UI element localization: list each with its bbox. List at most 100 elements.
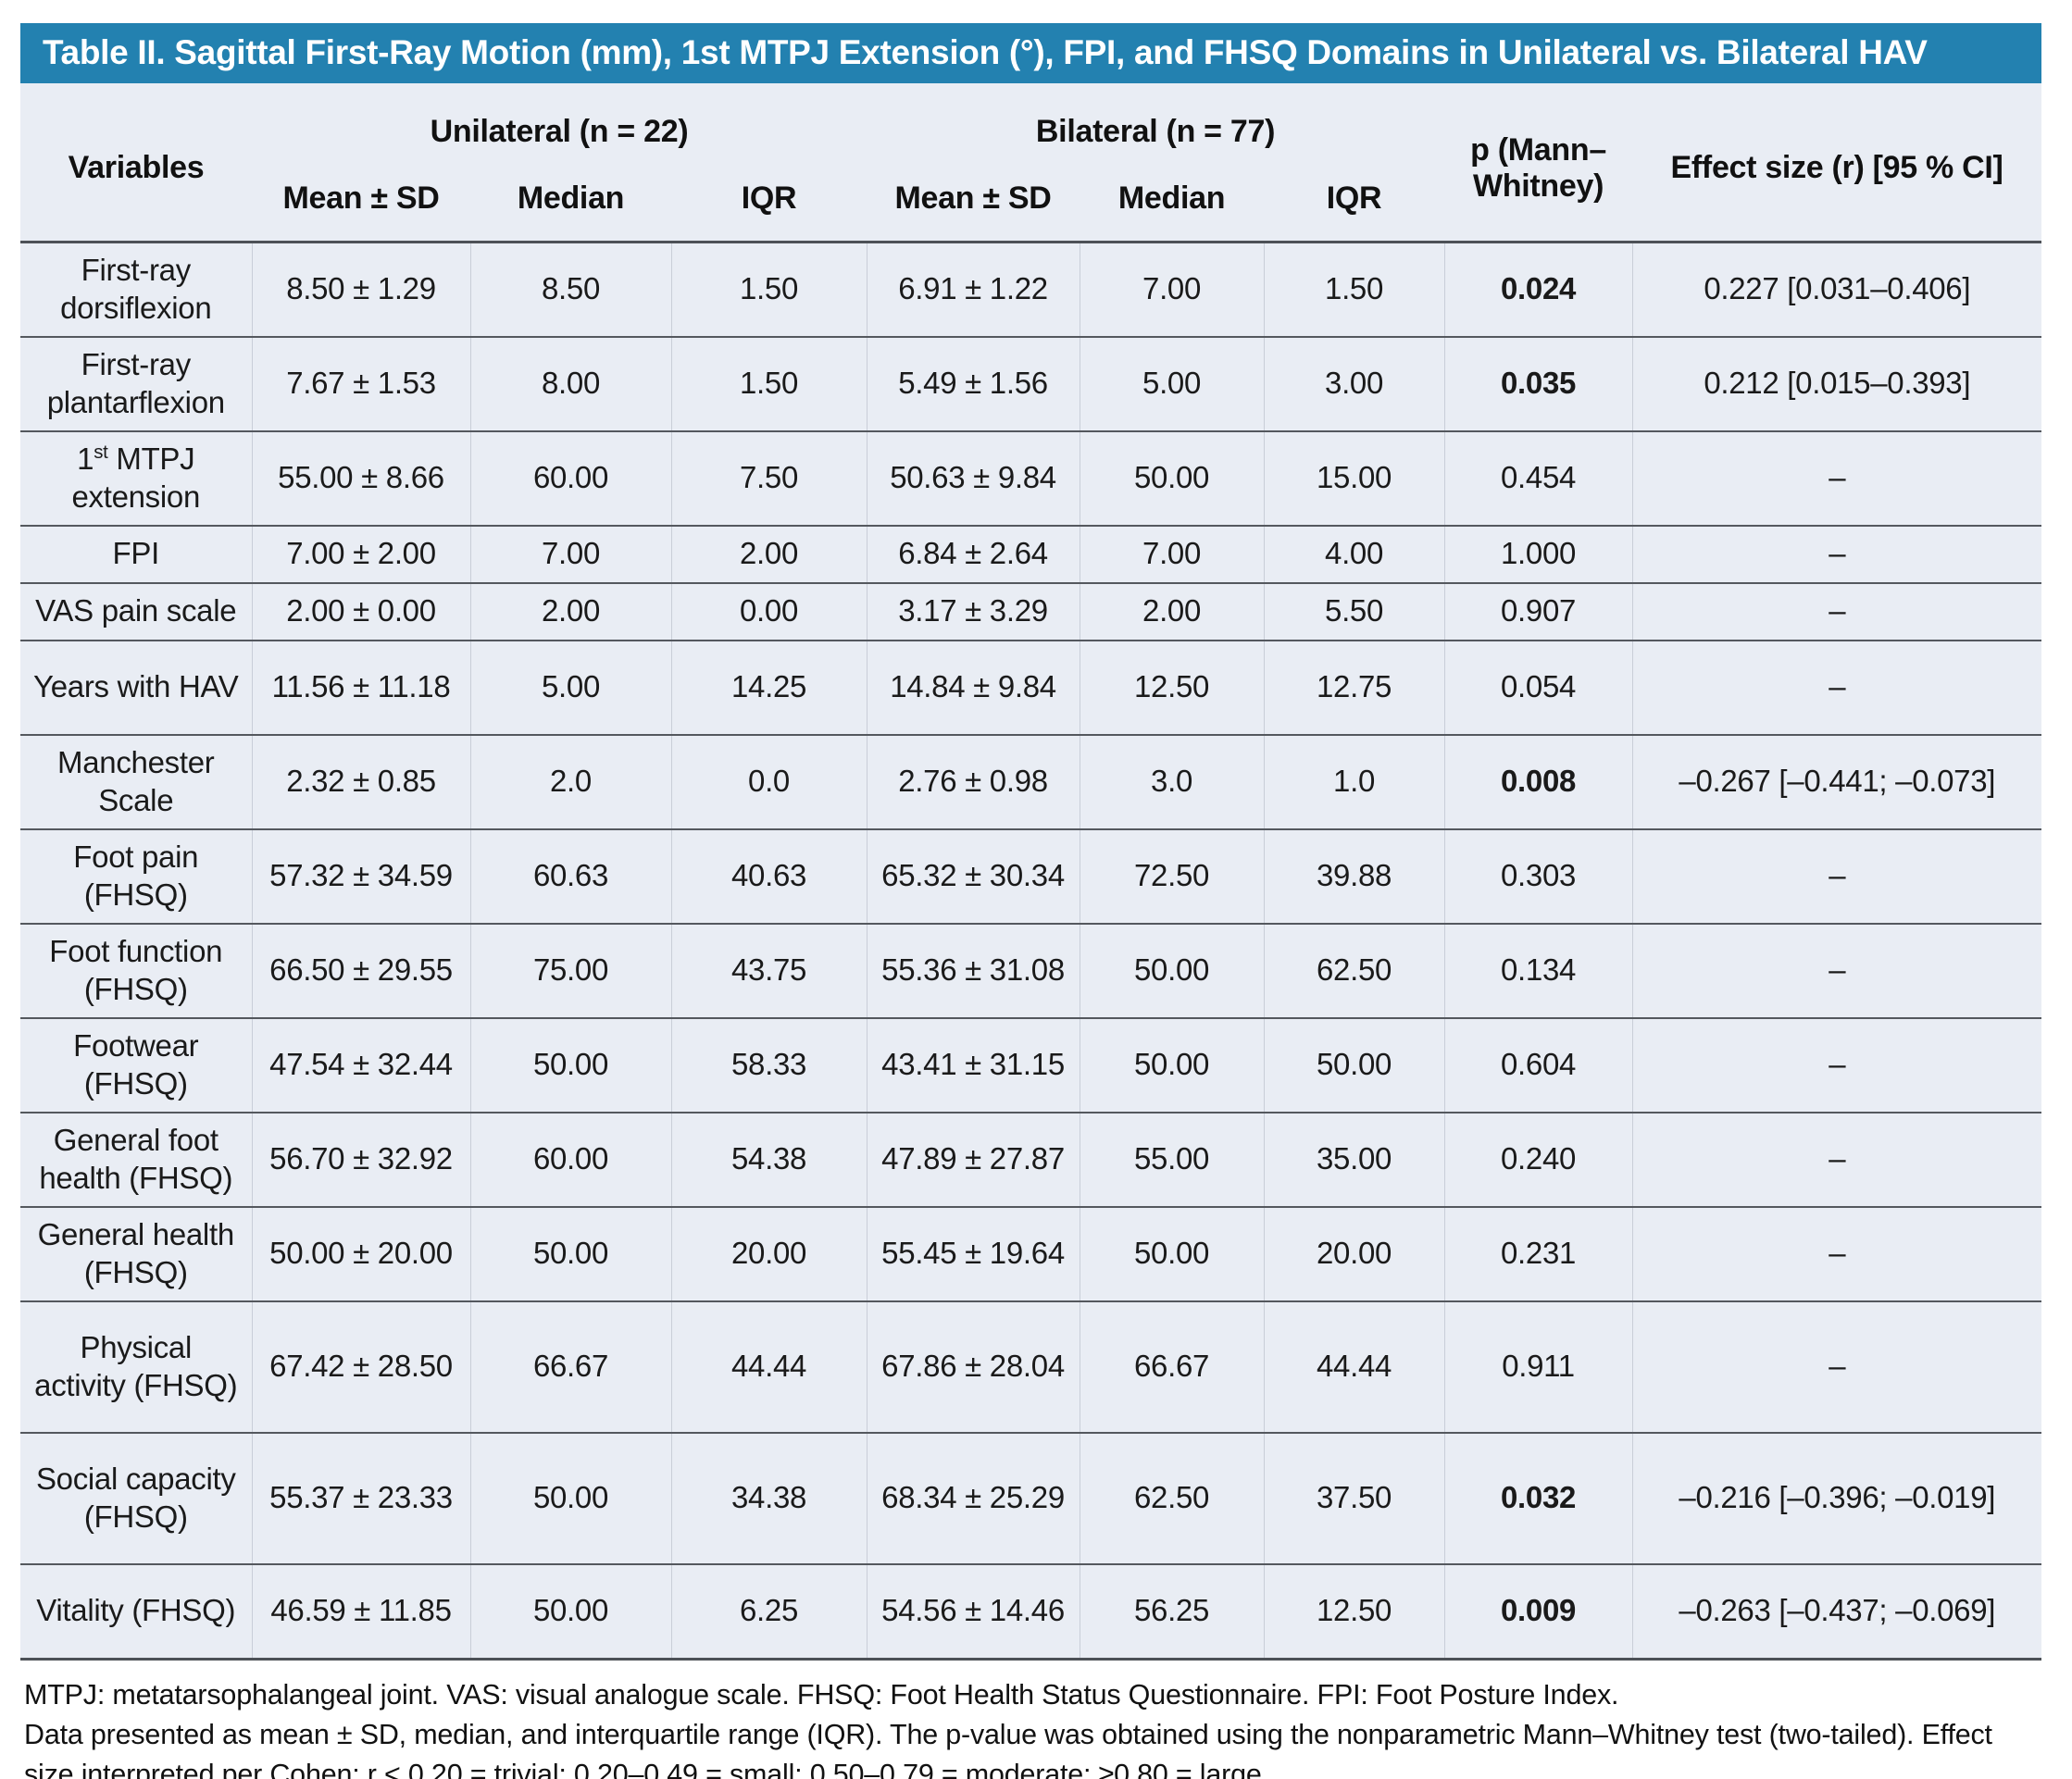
subheader-bil-iqr: IQR [1326,180,1382,217]
p-value-cell: 0.604 [1443,1016,1633,1113]
p-value-cell: 0.009 [1443,1562,1633,1660]
effect-size-cell: – [1631,1111,2042,1207]
subheader-uni-iqr: IQR [741,180,797,217]
uni-mean-sd-cell: 7.00 ± 2.00 [251,524,470,583]
bil-median-cell: 55.00 [1079,1111,1265,1207]
uni-iqr-cell: 40.63 [670,827,867,924]
uni-median-cell: 66.67 [469,1300,671,1433]
uni-iqr-cell: 20.00 [670,1205,867,1301]
uni-median-cell: 60.00 [469,429,671,526]
uni-mean-sd-cell: 8.50 ± 1.29 [251,242,470,337]
uni-iqr-cell: 54.38 [670,1111,867,1207]
p-value-cell: 1.000 [1443,524,1633,583]
effect-size-cell: – [1631,1300,2042,1433]
uni-iqr-cell: 6.25 [670,1562,867,1660]
bil-iqr-cell: 12.75 [1263,639,1445,735]
p-value-cell: 0.303 [1443,827,1633,924]
effect-size-cell: – [1631,827,2042,924]
bil-iqr-cell: 20.00 [1263,1205,1445,1301]
bil-median-cell: 7.00 [1079,242,1265,337]
variable-cell: FPI [20,524,252,583]
uni-iqr-cell: 1.50 [670,242,867,337]
p-value-cell: 0.231 [1443,1205,1633,1301]
subheader-uni-mean-sd: Mean ± SD [282,180,440,217]
uni-median-cell: 8.50 [469,242,671,337]
table-row: Physical activity (FHSQ) 67.42 ± 28.50 66.… [20,1300,2042,1433]
variable-cell: First-ray plantarflexion [20,335,252,431]
bil-iqr-cell: 12.50 [1263,1562,1445,1660]
uni-iqr-cell: 0.0 [670,733,867,829]
effect-size-cell: –0.267 [–0.441; –0.073] [1631,733,2042,829]
uni-iqr-cell: 44.44 [670,1300,867,1433]
bil-mean-sd-cell: 6.84 ± 2.64 [866,524,1080,583]
table-row: FPI 7.00 ± 2.00 7.00 2.00 6.84 ± 2.64 7.00 4.0… [20,524,2042,583]
bil-iqr-cell: 50.00 [1263,1016,1445,1113]
subheader-bil-median: Median [1117,180,1226,217]
effect-size-cell: –0.263 [–0.437; –0.069] [1631,1562,2042,1660]
uni-iqr-cell: 14.25 [670,639,867,735]
effect-size-cell: – [1631,639,2042,735]
uni-mean-sd-cell: 11.56 ± 11.18 [251,639,470,735]
bil-median-cell: 2.00 [1079,581,1265,641]
uni-iqr-cell: 7.50 [670,429,867,526]
p-value-cell: 0.134 [1443,922,1633,1018]
bil-iqr-cell: 3.00 [1263,335,1445,431]
header-effect-size: Effect size (r) [95 % CI] [1670,150,2003,186]
bil-iqr-cell: 1.0 [1263,733,1445,829]
uni-median-cell: 2.00 [469,581,671,641]
bil-iqr-cell: 4.00 [1263,524,1445,583]
variable-cell: First-ray dorsiflexion [60,252,212,325]
results-table: Variables Unilateral (n = 22) Bilateral … [20,82,2042,1661]
bil-mean-sd-cell: 3.17 ± 3.29 [866,581,1080,641]
p-value-cell: 0.911 [1443,1300,1633,1433]
uni-median-cell: 5.00 [469,639,671,735]
variable-cell: Manchester Scale [20,733,252,829]
bil-mean-sd-cell: 67.86 ± 28.04 [866,1300,1080,1433]
bil-iqr-cell: 44.44 [1263,1300,1445,1433]
table-row: Manchester Scale 2.32 ± 0.85 2.0 0.0 2.76 ± … [20,733,2042,829]
bil-median-cell: 3.0 [1079,733,1265,829]
variable-cell: Physical activity (FHSQ) [20,1300,252,1433]
bil-median-cell: 72.50 [1079,827,1265,924]
table-row: First-ray dorsiflexion 8.50 ± 1.29 8.50 1.5… [20,242,2042,337]
bil-iqr-cell: 39.88 [1263,827,1445,924]
p-value-cell: 0.054 [1443,639,1633,735]
variable-cell: Vitality (FHSQ) [20,1562,252,1660]
bil-mean-sd-cell: 47.89 ± 27.87 [866,1111,1080,1207]
bil-mean-sd-cell: 50.63 ± 9.84 [866,429,1080,526]
effect-size-cell: 0.212 [0.015–0.393] [1631,335,2042,431]
table-container: Table II. Sagittal First-Ray Motion (mm)… [20,23,2042,1779]
effect-size-cell: –0.216 [–0.396; –0.019] [1631,1431,2042,1564]
variable-cell: VAS pain scale [20,581,252,641]
table-row: Foot pain (FHSQ) 57.32 ± 34.59 60.63 40.63 6… [20,827,2042,924]
bil-mean-sd-cell: 54.56 ± 14.46 [866,1562,1080,1660]
effect-size-cell: – [1631,429,2042,526]
bil-mean-sd-cell: 55.45 ± 19.64 [866,1205,1080,1301]
table-header: Variables Unilateral (n = 22) Bilateral … [20,83,2042,243]
bil-mean-sd-cell: 55.36 ± 31.08 [866,922,1080,1018]
bil-median-cell: 50.00 [1079,922,1265,1018]
uni-mean-sd-cell: 56.70 ± 32.92 [251,1111,470,1207]
bil-iqr-cell: 5.50 [1263,581,1445,641]
effect-size-cell: – [1631,1205,2042,1301]
bil-mean-sd-cell: 14.84 ± 9.84 [866,639,1080,735]
uni-mean-sd-cell: 2.00 ± 0.00 [251,581,470,641]
bil-median-cell: 50.00 [1079,1205,1265,1301]
uni-mean-sd-cell: 7.67 ± 1.53 [251,335,470,431]
uni-median-cell: 60.00 [469,1111,671,1207]
bil-iqr-cell: 15.00 [1263,429,1445,526]
uni-mean-sd-cell: 55.00 ± 8.66 [251,429,470,526]
p-value-cell: 0.032 [1443,1431,1633,1564]
effect-size-cell: – [1631,524,2042,583]
header-variables: Variables [68,150,205,186]
bil-mean-sd-cell: 43.41 ± 31.15 [866,1016,1080,1113]
header-p-mann-whitney: p (Mann–Whitney) [1470,131,1606,204]
bil-median-cell: 56.25 [1079,1562,1265,1660]
uni-iqr-cell: 43.75 [670,922,867,1018]
variable-cell: Foot function (FHSQ) [20,922,252,1018]
variable-cell: Social capacity (FHSQ) [20,1431,252,1564]
bil-iqr-cell: 1.50 [1263,242,1445,337]
uni-median-cell: 60.63 [469,827,671,924]
uni-mean-sd-cell: 57.32 ± 34.59 [251,827,470,924]
